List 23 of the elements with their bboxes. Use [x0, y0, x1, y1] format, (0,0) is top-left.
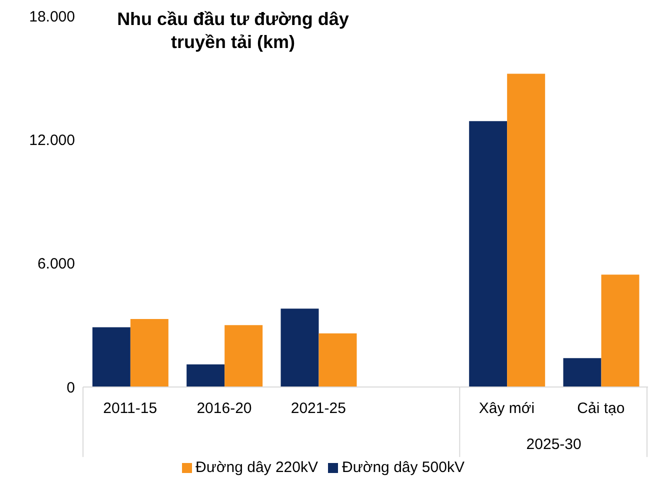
chart-title: Nhu cầu đầu tư đường dây truyền tải (km): [116, 8, 350, 54]
y-tick-label: 6.000: [37, 256, 75, 273]
bar: [563, 358, 602, 387]
x-tick-label: 2016-20: [196, 400, 252, 417]
text: 2025-30: [526, 436, 582, 453]
legend-label: Đường dây 500kV: [342, 459, 464, 476]
y-tick-label: 18.000: [29, 8, 75, 26]
y-tick-label: 12.000: [29, 132, 75, 149]
bar: [186, 364, 225, 387]
x-tick-label: 2021-25: [290, 400, 346, 417]
bar: [280, 308, 319, 387]
bar: [507, 74, 546, 387]
bar: [92, 327, 130, 387]
bar: [469, 121, 508, 387]
bar: [224, 325, 263, 387]
legend-label: Đường dây 220kV: [196, 459, 318, 476]
bar: [318, 333, 357, 387]
bar: [601, 274, 640, 387]
x-tick-label: 2011-15: [103, 400, 158, 417]
x-tick-label: Xây mới: [478, 400, 535, 417]
y-tick-label: 0: [66, 379, 75, 396]
x-tick-label: Cải tạo: [577, 400, 625, 417]
bar: [130, 318, 168, 387]
